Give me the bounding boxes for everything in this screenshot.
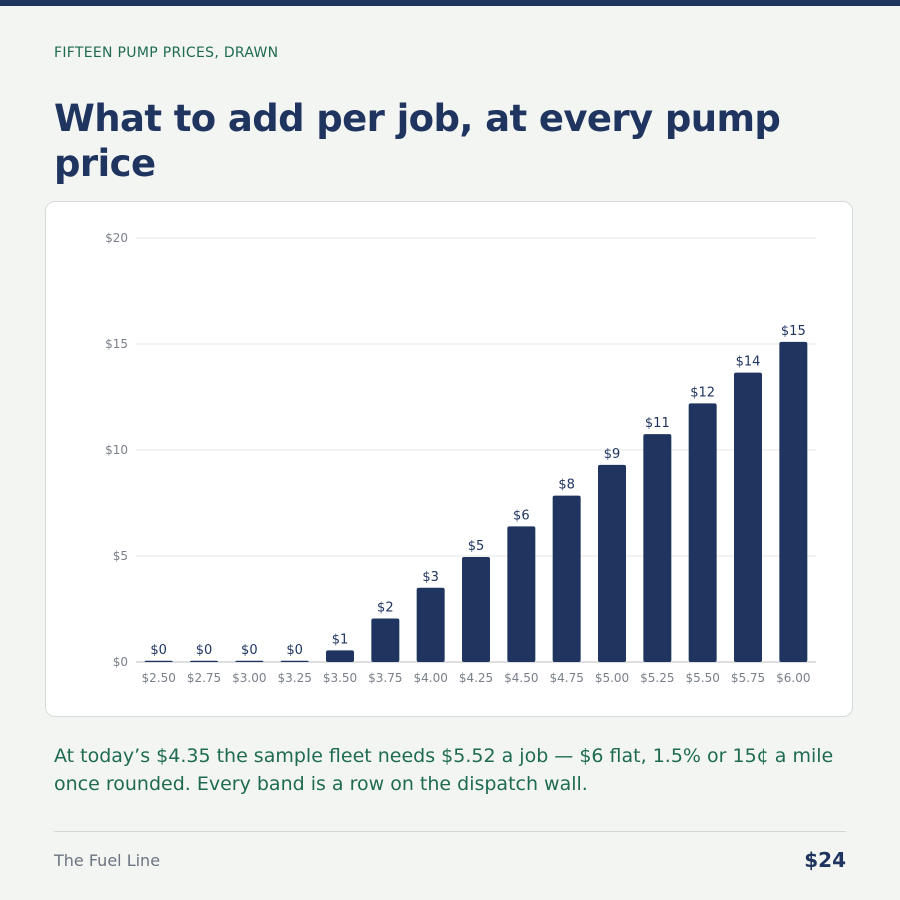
bar: [643, 434, 672, 662]
bar: [371, 618, 400, 662]
bar: [190, 660, 218, 662]
y-tick-label: $10: [105, 443, 128, 457]
data-label: $8: [558, 478, 575, 493]
x-tick-label: $4.50: [504, 671, 538, 685]
footer-brand: The Fuel Line: [54, 851, 161, 870]
bar: [280, 660, 309, 662]
bar: [552, 495, 581, 662]
data-label: $1: [332, 632, 349, 647]
data-label: $5: [468, 539, 485, 554]
data-label: $15: [781, 324, 806, 339]
y-tick-label: $0: [113, 655, 128, 669]
bar: [734, 372, 762, 662]
x-tick-label: $5.25: [640, 671, 674, 685]
data-label: $9: [604, 447, 621, 462]
y-tick-label: $20: [105, 231, 128, 245]
data-label: $6: [513, 508, 530, 523]
bar: [779, 341, 808, 662]
x-tick-label: $5.50: [685, 671, 719, 685]
data-label: $11: [645, 416, 670, 431]
data-label: $0: [286, 643, 303, 658]
data-label: $0: [196, 643, 213, 658]
data-label: $3: [422, 570, 439, 585]
y-tick-label: $5: [113, 549, 128, 563]
x-tick-label: $5.00: [595, 671, 629, 685]
x-tick-label: $2.50: [141, 671, 175, 685]
x-tick-label: $5.75: [731, 671, 765, 685]
y-tick-label: $15: [105, 337, 128, 351]
x-tick-label: $4.75: [549, 671, 583, 685]
data-label: $14: [736, 355, 761, 370]
bar: [507, 526, 536, 662]
kicker: FIFTEEN PUMP PRICES, DRAWN: [54, 45, 279, 61]
top-rule: [0, 0, 900, 6]
data-label: $0: [241, 643, 258, 658]
bar: [235, 660, 264, 662]
caption: At today’s $4.35 the sample fleet needs …: [54, 745, 834, 795]
x-tick-label: $4.00: [413, 671, 447, 685]
x-tick-label: $3.00: [232, 671, 266, 685]
headline: What to add per job, at every pump price: [54, 97, 781, 185]
data-label: $2: [377, 601, 394, 616]
chart-card: $0 $5 $10 $15 $20 $0 $2.50 $0 $2.75 $0 $3.00 $0 $3.2…: [45, 201, 853, 717]
x-tick-label: $3.50: [323, 671, 357, 685]
data-label: $0: [150, 643, 167, 658]
x-tick-label: $6.00: [776, 671, 810, 685]
bar: [144, 660, 173, 662]
footer-rule: [54, 831, 846, 832]
x-tick-label: $2.75: [187, 671, 221, 685]
x-tick-label: $4.25: [459, 671, 493, 685]
bar: [688, 403, 717, 662]
x-tick-label: $3.75: [368, 671, 402, 685]
bar-chart: $0 $5 $10 $15 $20 $0 $2.50 $0 $2.75 $0 $3.00 $0 $3.2…: [105, 231, 816, 685]
bar: [326, 650, 354, 662]
x-tick-label: $3.25: [277, 671, 311, 685]
footer-price: $24: [804, 848, 846, 872]
bar: [462, 557, 490, 662]
bar: [598, 464, 626, 662]
bar: [416, 587, 445, 662]
data-label: $12: [690, 385, 715, 400]
